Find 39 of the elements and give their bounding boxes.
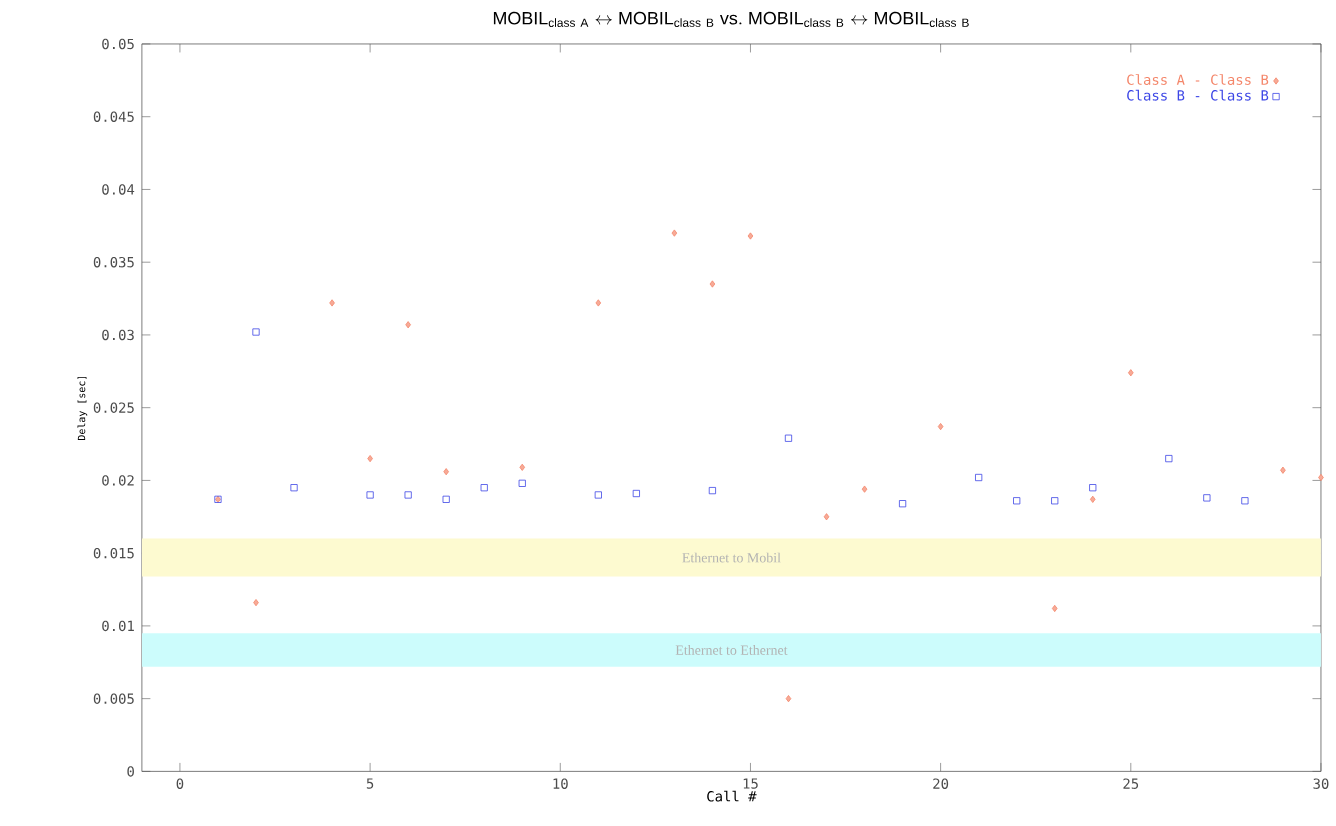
point xyxy=(405,321,411,329)
point xyxy=(784,434,793,443)
point xyxy=(253,599,259,607)
point xyxy=(366,491,374,499)
chart-title: $\mathrm{MOBIL}_{\mathrm{class\ A}} \leftrightarrow \mathrm{MOBIL}_{\mathrm{class\ B}}\ \mathrm{vs.}\ \mathrm{MOBIL}_{\mathrm{class\ B}} \leftrightarrow \mathrm{MOBIL}_{\mathrm{class\ B}}$ xyxy=(493,12,969,28)
point xyxy=(252,328,260,336)
point xyxy=(708,487,717,495)
point xyxy=(1318,474,1324,482)
point xyxy=(518,480,526,488)
point xyxy=(823,513,830,521)
point xyxy=(1128,369,1134,377)
point xyxy=(442,496,450,504)
point xyxy=(290,484,298,492)
point xyxy=(1051,497,1059,505)
point xyxy=(1051,605,1058,613)
point xyxy=(785,695,792,703)
point xyxy=(1241,497,1249,505)
point xyxy=(1013,497,1021,505)
point xyxy=(1089,496,1096,504)
point xyxy=(367,455,373,463)
point xyxy=(861,485,868,494)
point xyxy=(975,474,983,482)
point xyxy=(595,299,602,307)
point xyxy=(747,232,754,240)
point xyxy=(480,484,488,492)
point xyxy=(443,468,449,476)
point xyxy=(1089,484,1097,492)
point xyxy=(937,423,944,431)
point xyxy=(1203,494,1211,502)
point xyxy=(632,490,640,498)
point xyxy=(329,299,335,307)
point xyxy=(519,464,526,472)
point xyxy=(594,491,602,499)
point xyxy=(899,500,907,508)
point xyxy=(709,280,716,288)
point xyxy=(404,491,412,499)
point xyxy=(1165,455,1173,463)
point xyxy=(671,229,678,237)
point xyxy=(1280,466,1286,475)
